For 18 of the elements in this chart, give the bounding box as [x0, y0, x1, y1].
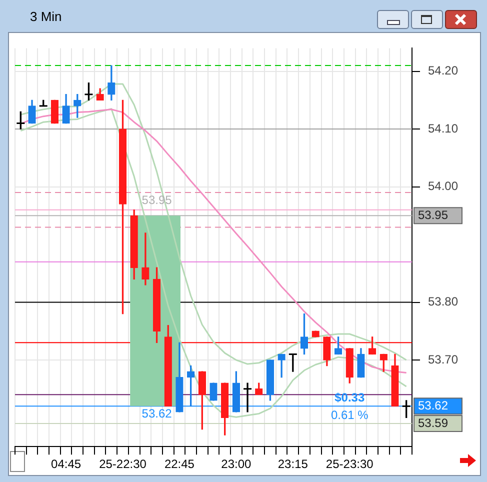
- x-tick-label: 23:00: [221, 457, 252, 472]
- y-tick-label: 54.10: [428, 121, 458, 136]
- ref-line-label: 53.59: [418, 416, 448, 430]
- ref-line-label: 53.62: [418, 398, 448, 412]
- x-tick-label: 22:45: [164, 457, 195, 472]
- ref-line-label: 53.95: [418, 208, 448, 222]
- y-tick-label: 53.80: [428, 294, 458, 309]
- x-tick-label: 23:15: [278, 457, 308, 472]
- chart-title: 3 Min: [30, 9, 62, 24]
- annotation: $0.33: [334, 390, 365, 404]
- x-tick-label: 04:45: [51, 457, 82, 472]
- x-tick-label: 25-22:30: [99, 457, 147, 472]
- x-tick-label: 25-23:30: [326, 457, 374, 472]
- annotation: 0.61 %: [330, 408, 369, 422]
- annotation: 53.62: [142, 406, 172, 420]
- y-tick-label: 53.70: [428, 352, 458, 366]
- y-tick-label: 54.00: [428, 179, 458, 194]
- y-tick-label: 54.20: [428, 64, 458, 78]
